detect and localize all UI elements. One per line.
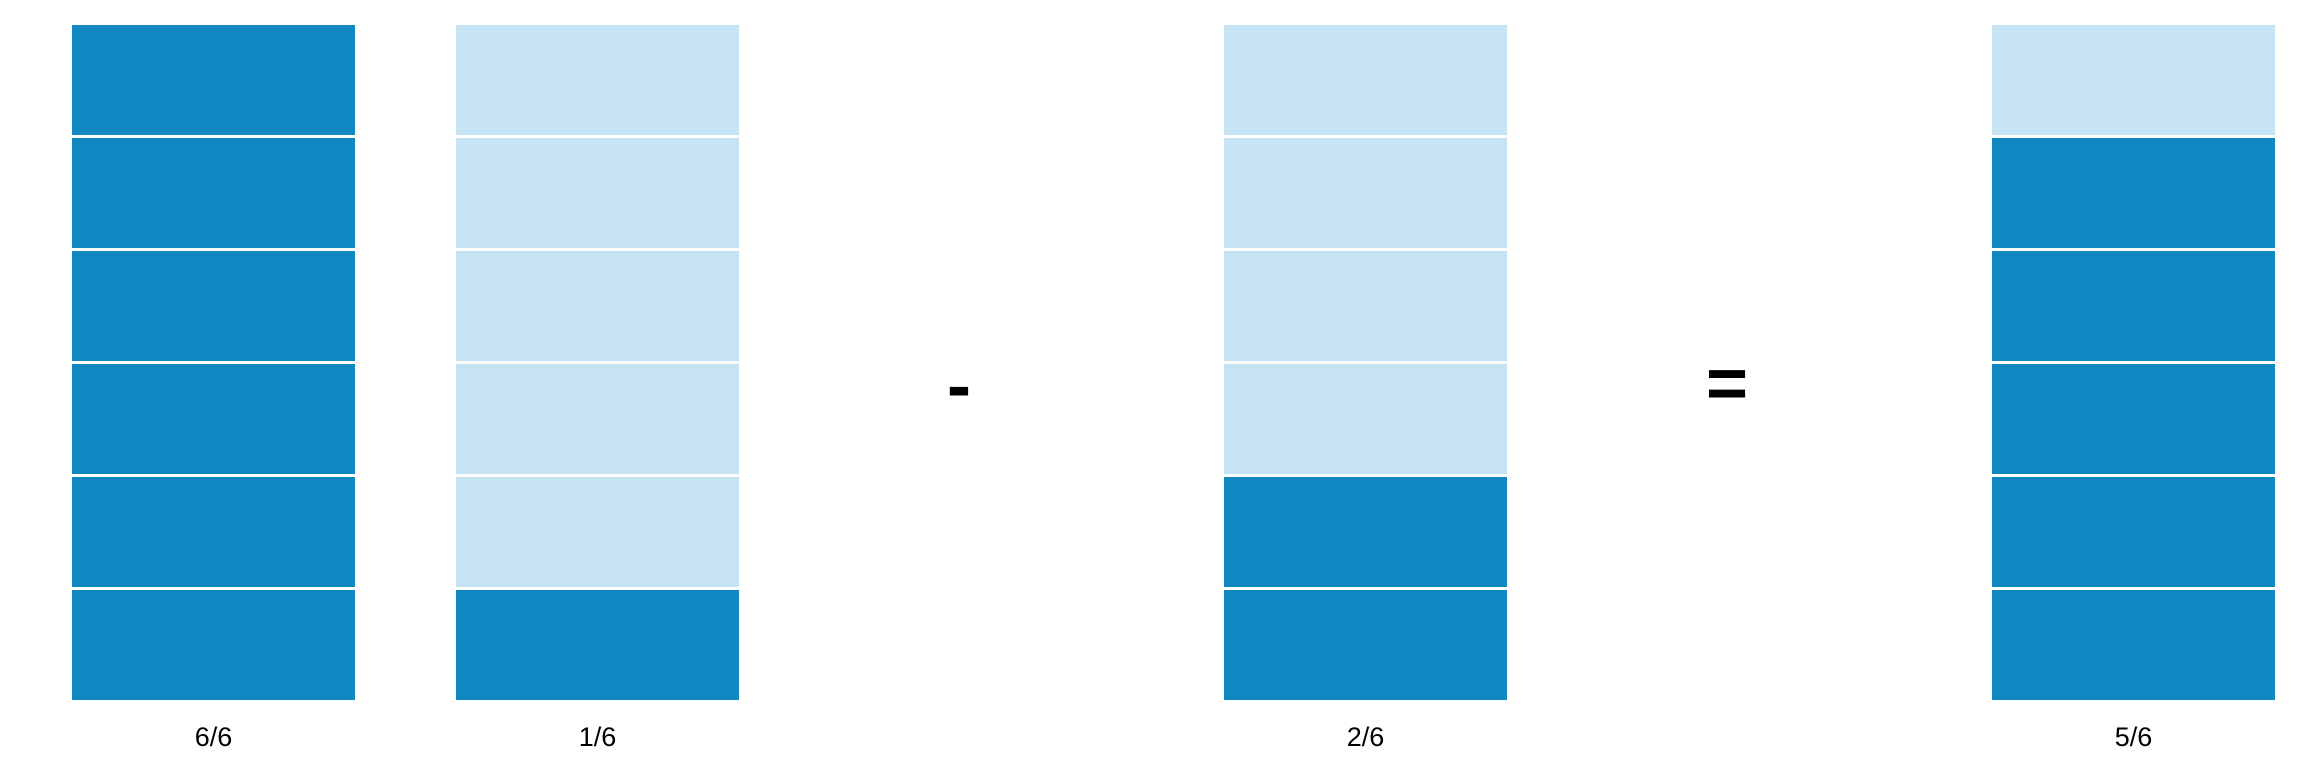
empty-segment xyxy=(456,251,739,361)
fraction-label: 2/6 xyxy=(1346,722,1385,752)
minus-sign: - xyxy=(947,346,971,426)
fraction-bar-2-6 xyxy=(1224,25,1507,700)
filled-segment xyxy=(1992,251,2275,361)
empty-segment xyxy=(456,25,739,135)
empty-segment xyxy=(1224,251,1507,361)
filled-segment xyxy=(72,477,355,587)
filled-segment xyxy=(1224,590,1507,700)
filled-segment xyxy=(1224,477,1507,587)
fraction-bar-6-6 xyxy=(72,25,355,700)
filled-segment xyxy=(456,590,739,700)
fraction-label: 5/6 xyxy=(2114,722,2153,752)
filled-segment xyxy=(1992,590,2275,700)
filled-segment xyxy=(72,25,355,135)
empty-segment xyxy=(1224,25,1507,135)
equals-sign: = xyxy=(1705,344,1749,424)
empty-segment xyxy=(1992,25,2275,135)
empty-segment xyxy=(1224,364,1507,474)
empty-segment xyxy=(456,364,739,474)
filled-segment xyxy=(1992,364,2275,474)
empty-segment xyxy=(1224,138,1507,248)
empty-segment xyxy=(456,138,739,248)
fraction-bar-1-6 xyxy=(456,25,739,700)
filled-segment xyxy=(1992,138,2275,248)
fraction-label: 1/6 xyxy=(578,722,617,752)
filled-segment xyxy=(72,138,355,248)
filled-segment xyxy=(72,364,355,474)
fraction-bar-5-6 xyxy=(1992,25,2275,700)
empty-segment xyxy=(456,477,739,587)
fraction-label: 6/6 xyxy=(194,722,233,752)
filled-segment xyxy=(1992,477,2275,587)
filled-segment xyxy=(72,590,355,700)
filled-segment xyxy=(72,251,355,361)
